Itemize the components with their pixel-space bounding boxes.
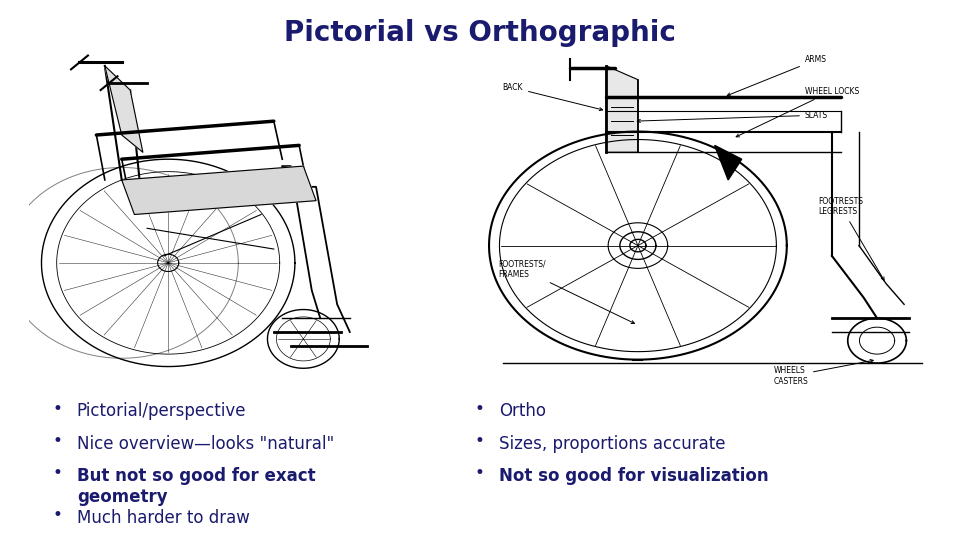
Text: But not so good for exact
geometry: But not so good for exact geometry	[77, 467, 316, 506]
Text: Pictorial/perspective: Pictorial/perspective	[77, 402, 247, 420]
Polygon shape	[122, 166, 316, 214]
Polygon shape	[714, 145, 742, 180]
Text: •: •	[475, 400, 485, 417]
Text: Not so good for visualization: Not so good for visualization	[499, 467, 769, 485]
Text: WHEELS
CASTERS: WHEELS CASTERS	[774, 360, 874, 386]
Text: •: •	[53, 400, 62, 417]
Text: Pictorial vs Orthographic: Pictorial vs Orthographic	[284, 19, 676, 47]
Text: Nice overview—looks "natural": Nice overview—looks "natural"	[77, 435, 334, 453]
Text: •: •	[53, 432, 62, 450]
Text: •: •	[475, 432, 485, 450]
Text: FOOTRESTS
LEGRESTS: FOOTRESTS LEGRESTS	[818, 197, 884, 280]
Text: WHEEL LOCKS: WHEEL LOCKS	[736, 86, 859, 137]
Text: Sizes, proportions accurate: Sizes, proportions accurate	[499, 435, 726, 453]
Text: •: •	[475, 464, 485, 482]
Text: •: •	[53, 506, 62, 524]
Text: Much harder to draw: Much harder to draw	[77, 509, 250, 526]
Text: SLATS: SLATS	[637, 111, 828, 123]
Text: •: •	[53, 464, 62, 482]
Text: FOOTRESTS/
FRAMES: FOOTRESTS/ FRAMES	[498, 259, 635, 323]
Text: BACK: BACK	[503, 83, 603, 111]
Text: ARMS: ARMS	[728, 56, 827, 96]
Polygon shape	[607, 66, 637, 152]
Polygon shape	[105, 66, 143, 152]
Text: Ortho: Ortho	[499, 402, 546, 420]
